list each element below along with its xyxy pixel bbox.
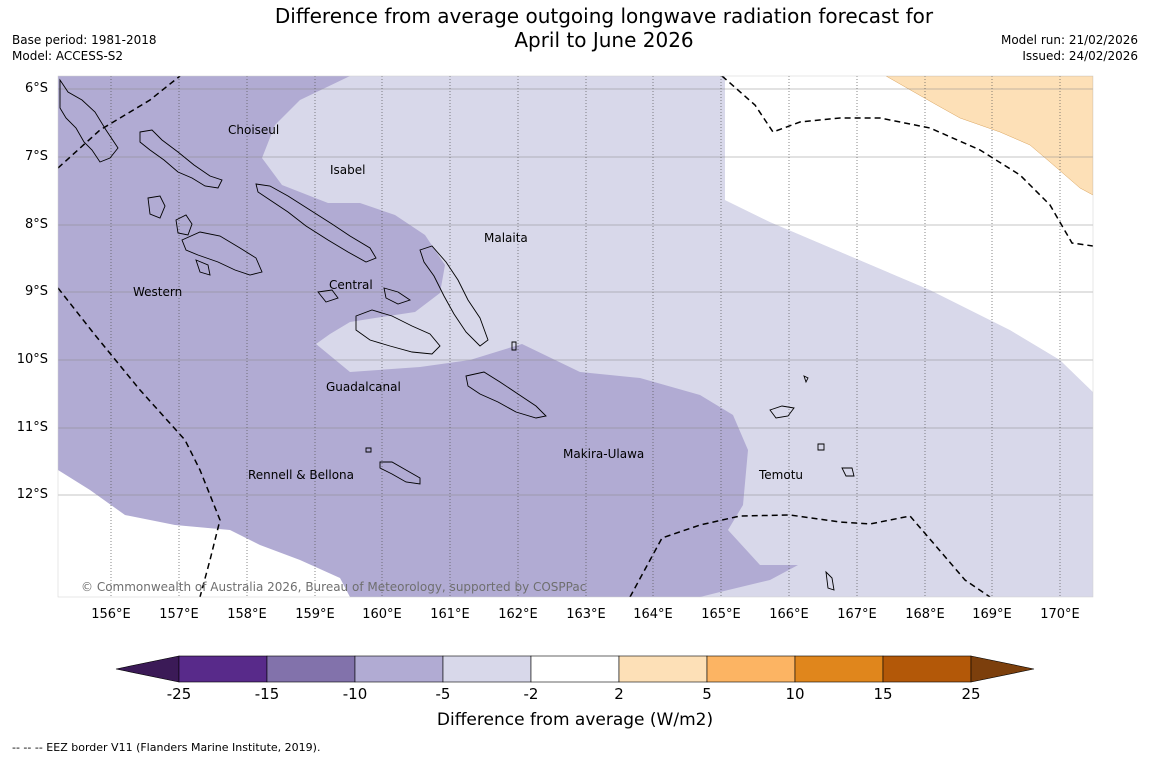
model-info: Base period: 1981-2018 Model: ACCESS-S2 <box>12 32 157 64</box>
colorbar-label-5: 5 <box>702 685 712 703</box>
island-utupua <box>817 443 825 451</box>
colorbar <box>115 655 1035 683</box>
colorbar-bin-1 <box>178 655 268 683</box>
island-ndeni <box>769 405 795 419</box>
place-label-choiseul: Choiseul <box>228 123 280 137</box>
island-rennell <box>379 461 421 485</box>
lat-label-9s: 9°S <box>24 284 48 299</box>
lon-label-165e: 165°E <box>701 607 741 622</box>
issued-text: Issued: 24/02/2026 <box>1022 49 1138 63</box>
eez-footnote: -- -- -- EEZ border V11 (Flanders Marine… <box>12 741 321 754</box>
colorbar-bin-9 <box>882 655 972 683</box>
lat-label-12s: 12°S <box>16 487 48 502</box>
island-bellona <box>365 447 372 453</box>
place-label-central: Central <box>329 278 373 292</box>
lat-label-11s: 11°S <box>16 420 48 435</box>
colorbar-bin-4 <box>442 655 532 683</box>
lon-label-169e: 169°E <box>972 607 1012 622</box>
island-malaita <box>419 245 489 347</box>
lon-label-163e: 163°E <box>566 607 606 622</box>
anomaly-region-medium <box>58 76 798 597</box>
island-bougainville <box>59 78 119 163</box>
lon-label-157e: 157°E <box>159 607 199 622</box>
run-info: Model run: 21/02/2026 Issued: 24/02/2026 <box>1001 32 1138 64</box>
place-label-guadalcanal: Guadalcanal <box>326 380 401 394</box>
base-period-text: Base period: 1981-2018 <box>12 33 157 47</box>
lon-label-156e: 156°E <box>91 607 131 622</box>
island-santa-isabel <box>255 183 377 263</box>
lon-label-167e: 167°E <box>837 607 877 622</box>
island-vanikoro <box>841 467 855 477</box>
colorbar-label-minus-25: -25 <box>166 685 192 703</box>
map-title: Difference from average outgoing longwav… <box>0 4 1150 52</box>
colorbar-extend-max <box>970 655 1035 683</box>
place-label-temotu: Temotu <box>759 468 804 482</box>
colorbar-label-minus-5: -5 <box>435 685 451 703</box>
lat-label-6s: 6°S <box>24 81 48 96</box>
anomaly-region-positive <box>885 76 1093 196</box>
copyright-credit: © Commonwealth of Australia 2026, Bureau… <box>81 580 587 594</box>
lon-label-168e: 168°E <box>905 607 945 622</box>
lon-label-170e: 170°E <box>1040 607 1080 622</box>
colorbar-label-15: 15 <box>873 685 893 703</box>
lat-label-7s: 7°S <box>24 149 48 164</box>
lon-label-160e: 160°E <box>362 607 402 622</box>
place-label-western: Western <box>133 285 183 299</box>
lon-label-159e: 159°E <box>295 607 335 622</box>
place-label-makira-ulawa: Makira-Ulawa <box>563 447 645 461</box>
colorbar-extend-min <box>115 655 180 683</box>
colorbar-label-25: 25 <box>961 685 981 703</box>
island-makira <box>465 371 547 419</box>
island-guadalcanal <box>355 309 441 355</box>
title-line-2: April to June 2026 <box>514 28 694 52</box>
lon-label-166e: 166°E <box>769 607 809 622</box>
colorbar-label-2: 2 <box>614 685 624 703</box>
island-kolombangara <box>175 214 193 236</box>
colorbar-label-10: 10 <box>785 685 805 703</box>
island-vella-lavella <box>147 195 166 219</box>
colorbar-label-minus-10: -10 <box>342 685 368 703</box>
colorbar-label-minus-15: -15 <box>254 685 280 703</box>
colorbar-bin-2 <box>266 655 356 683</box>
colorbar-bin-8 <box>794 655 884 683</box>
island-tikopia <box>825 570 835 591</box>
colorbar-bin-7 <box>706 655 796 683</box>
lon-label-162e: 162°E <box>498 607 538 622</box>
island-choiseul <box>139 129 223 189</box>
anomaly-region-neutral <box>725 76 1093 392</box>
place-label-malaita: Malaita <box>484 231 528 245</box>
colorbar-bin-6 <box>618 655 708 683</box>
place-label-isabel: Isabel <box>330 163 366 177</box>
lat-label-8s: 8°S <box>24 217 48 232</box>
map-frame <box>57 75 1094 598</box>
colorbar-bin-3 <box>354 655 444 683</box>
place-label-rennell-bellona: Rennell & Bellona <box>248 468 355 482</box>
lon-label-164e: 164°E <box>633 607 673 622</box>
anomaly-region-neutral-west <box>58 470 350 597</box>
lon-label-161e: 161°E <box>430 607 470 622</box>
lat-label-10s: 10°S <box>16 352 48 367</box>
island-rendova <box>195 259 211 276</box>
colorbar-bin-5 <box>530 655 620 683</box>
island-small-ulawa <box>511 341 517 351</box>
island-reef-islands <box>803 375 809 384</box>
island-new-georgia <box>181 231 263 276</box>
colorbar-title: Difference from average (W/m2) <box>436 710 714 730</box>
latitude-gridlines <box>58 88 1093 496</box>
colorbar-label-minus-2: -2 <box>523 685 539 703</box>
eez-border-lines <box>58 76 1093 597</box>
island-russell <box>317 289 339 303</box>
title-line-1: Difference from average outgoing longwav… <box>274 4 934 28</box>
island-florida <box>383 287 412 305</box>
lon-label-158e: 158°E <box>227 607 267 622</box>
model-run-text: Model run: 21/02/2026 <box>1000 33 1138 47</box>
island-coastlines <box>59 78 855 591</box>
model-name-text: Model: ACCESS-S2 <box>12 49 124 63</box>
